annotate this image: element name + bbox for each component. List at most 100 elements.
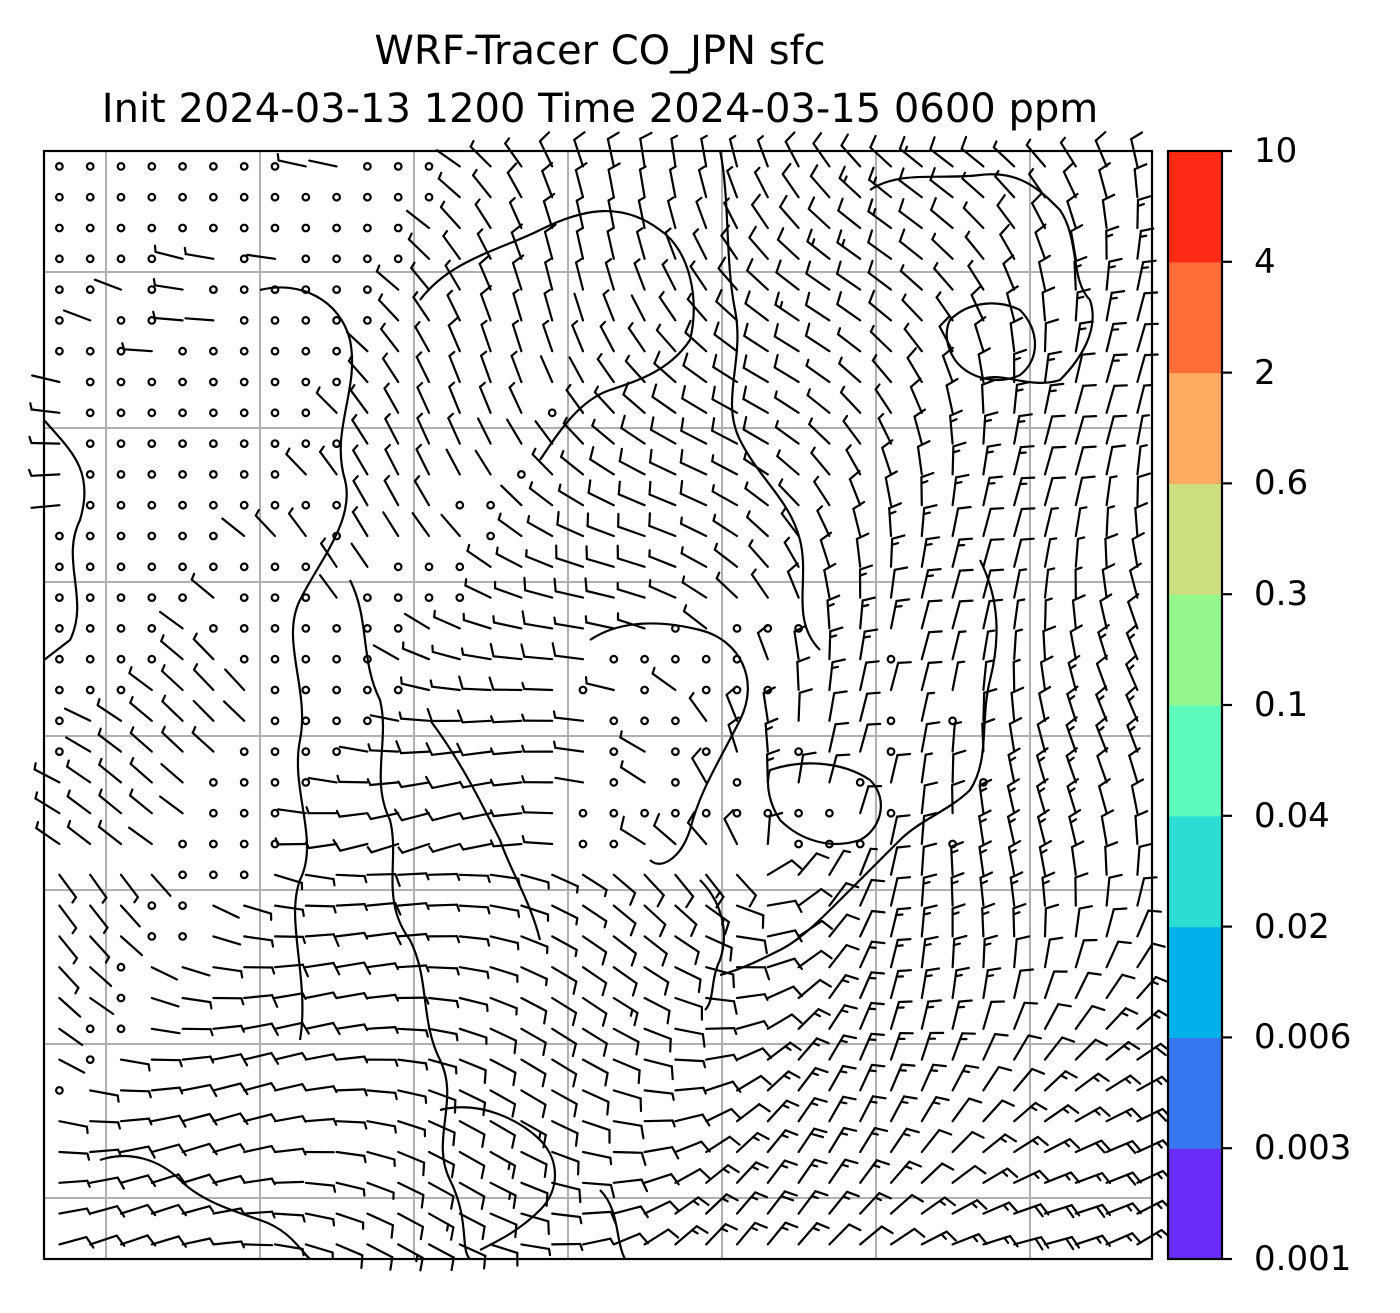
wind-barb — [816, 505, 831, 538]
wind-barb — [366, 1212, 394, 1239]
calm-wind-marker — [147, 316, 157, 325]
wind-barb — [674, 1086, 707, 1095]
wind-barb — [366, 778, 400, 787]
wind-barb — [982, 411, 999, 445]
wind-barb — [735, 1020, 769, 1030]
wind-barb — [489, 966, 519, 984]
wind-barb — [705, 935, 733, 962]
wind-barb — [951, 1032, 977, 1061]
calm-wind-marker — [178, 901, 188, 910]
wind-barb — [920, 504, 938, 538]
wind-barb — [544, 258, 554, 291]
wind-barb — [607, 162, 621, 199]
calm-wind-marker — [393, 223, 403, 233]
wind-barb — [89, 1089, 120, 1103]
wind-barb — [458, 842, 492, 851]
wind-barb — [889, 1000, 913, 1030]
calm-wind-marker — [178, 870, 188, 880]
wind-barb — [889, 1160, 923, 1184]
wind-barb — [689, 260, 708, 291]
wind-barb — [556, 510, 585, 538]
wind-barb — [97, 819, 123, 846]
calm-wind-marker — [424, 192, 434, 202]
wind-barb — [920, 967, 941, 1000]
wind-barb — [859, 940, 886, 969]
wind-barb — [848, 469, 862, 507]
colorbar-tick-label: 0.003 — [1254, 1128, 1352, 1169]
wind-barb — [612, 1089, 643, 1113]
wind-barb — [808, 417, 831, 445]
wind-barb — [920, 935, 939, 969]
wind-barb — [1006, 809, 1021, 846]
wind-barb — [1005, 285, 1019, 322]
wind-barb — [367, 743, 400, 753]
wind-barb — [528, 481, 554, 507]
wind-barb — [520, 1243, 552, 1257]
wind-barb — [1074, 566, 1083, 599]
wind-barb — [224, 668, 246, 692]
wind-barb — [1096, 747, 1109, 784]
wind-barb — [29, 402, 61, 414]
wind-barb — [589, 446, 615, 476]
wind-barb — [411, 512, 431, 538]
wind-barb — [735, 1074, 772, 1092]
wind-barb — [58, 996, 82, 1018]
wind-barb — [246, 253, 277, 260]
wind-barb — [150, 1058, 183, 1068]
wind-barb — [31, 374, 61, 384]
wind-barb — [366, 842, 400, 854]
wind-barb — [750, 193, 769, 230]
wind-barb — [1035, 747, 1049, 784]
calm-wind-marker — [116, 500, 126, 510]
wind-barb — [1043, 1003, 1072, 1030]
wind-barb — [58, 1150, 91, 1161]
wind-barb — [426, 707, 461, 723]
wind-barb — [243, 1243, 274, 1247]
calm-wind-marker — [178, 932, 188, 941]
calm-wind-marker — [55, 161, 64, 171]
wind-barb — [889, 1127, 920, 1154]
calm-wind-marker — [147, 654, 157, 664]
lat-lon-gridlines — [44, 151, 1152, 1259]
wind-barb — [129, 695, 153, 722]
wind-barb — [723, 808, 739, 846]
calm-wind-marker — [147, 500, 157, 510]
wind-barb — [397, 1120, 426, 1138]
wind-barb — [712, 513, 739, 538]
wind-barb — [651, 383, 677, 414]
wind-barb — [521, 744, 554, 753]
wind-barb — [397, 964, 430, 973]
wind-barb — [648, 549, 677, 568]
calm-wind-marker — [701, 685, 711, 695]
calm-wind-marker — [455, 562, 465, 572]
wind-barb — [725, 685, 739, 722]
wind-barb — [1074, 1004, 1106, 1030]
calm-wind-marker — [208, 624, 218, 633]
wind-barb — [335, 1150, 367, 1164]
wind-barb — [508, 197, 523, 230]
wind-barb — [1074, 415, 1098, 445]
calm-wind-marker — [363, 161, 372, 171]
wind-barb — [190, 572, 215, 599]
wind-barb — [889, 1063, 916, 1092]
wind-barb — [735, 1103, 771, 1123]
calm-wind-marker — [178, 839, 188, 849]
wind-barb — [1043, 318, 1060, 353]
wind-barb — [1013, 1169, 1050, 1184]
wind-barb — [979, 871, 994, 907]
wind-barb — [28, 435, 61, 445]
wind-barb — [648, 512, 677, 538]
calm-wind-marker — [363, 192, 372, 202]
calm-wind-marker — [85, 685, 95, 695]
calm-wind-marker — [85, 562, 95, 572]
wind-barb — [93, 278, 123, 291]
wind-barb — [666, 196, 677, 230]
wind-barb — [181, 966, 211, 977]
wind-barb — [415, 351, 431, 384]
wind-barb — [458, 904, 491, 915]
wind-barb — [920, 1128, 953, 1154]
wind-barb — [705, 873, 725, 909]
wind-barb — [649, 416, 677, 445]
calm-wind-marker — [578, 685, 588, 695]
wind-barb — [637, 196, 646, 230]
